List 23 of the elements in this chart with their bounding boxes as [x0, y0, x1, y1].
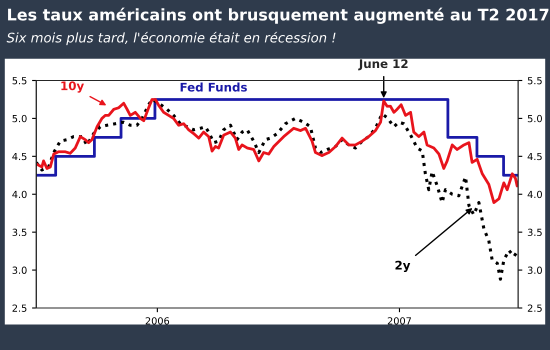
y-tick-label: 4.0: [12, 190, 27, 198]
y-tick-label: 2.5: [12, 304, 26, 312]
line-series: [36, 98, 518, 204]
y2-tick-label: 5.5: [528, 77, 542, 84]
y2-tick-label: 4.5: [528, 152, 542, 160]
y2-tick-label: 5.0: [528, 114, 542, 122]
y-tick-label: 5.0: [12, 114, 27, 122]
y2-tick-label: 2.5: [528, 304, 542, 312]
x-tick-label: 2006: [146, 317, 170, 325]
text: 10y: [61, 81, 84, 93]
y-tick-label: 4.5: [12, 152, 26, 160]
y-tick-label: 3.5: [12, 228, 26, 236]
y-tick-label: 5.5: [12, 77, 26, 84]
x-tick-label: 2007: [388, 317, 412, 325]
series-label: Fed Funds: [180, 82, 247, 92]
chart-subtitle: Six mois plus tard, l'économie était en récession !: [6, 32, 336, 46]
y2-tick-label: 3.5: [528, 228, 542, 236]
y2-tick-label: 3.0: [528, 266, 542, 274]
text: 2y: [395, 260, 410, 272]
y-tick-label: 3.0: [12, 266, 27, 274]
annotation: June 12: [358, 59, 408, 70]
y2-tick-label: 4.0: [528, 190, 542, 198]
chart-title: Les taux américains ont brusquement augmenté au T2 2017: [8, 8, 548, 24]
